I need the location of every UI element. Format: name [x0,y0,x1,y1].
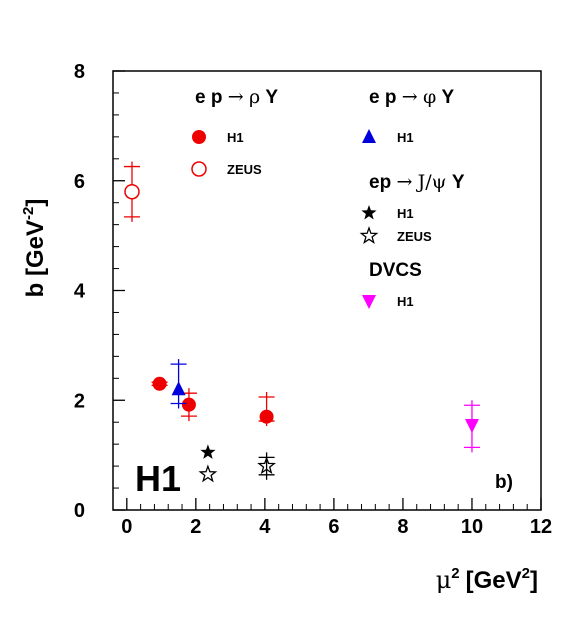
legend-group-title: ep → J/ψ Y [369,171,465,193]
y-axis-title: b [GeV-2] [20,199,49,298]
x-tick-label: 8 [397,516,408,538]
data-point [464,418,479,433]
legend-marker [191,161,207,177]
data-point [200,444,216,459]
x-axis: 0 2 4 6 8 10 12 [121,498,552,538]
legend-label: H1 [227,130,244,145]
x-tick-label: 12 [530,516,552,538]
legend-marker [359,226,379,245]
legend-marker [362,295,376,309]
y-tick-label: 2 [74,390,85,412]
legend-label: ZEUS [397,229,432,244]
legend-marker [362,129,376,143]
data-point [259,409,274,424]
y-tick-label: 4 [74,281,86,303]
data-point [198,464,218,483]
plot-area [123,161,480,483]
legend-marker [361,205,377,220]
experiment-label: H1 [135,458,181,499]
x-tick-label: 4 [259,516,271,538]
legend-group-title: e p → ρ Y [195,86,278,108]
legend-group-title: e p → φ Y [369,86,455,108]
x-tick-label: 0 [121,516,132,538]
legend-marker [192,130,206,144]
plot-frame [112,70,542,511]
legend-label: H1 [397,130,414,145]
y-tick-label: 8 [74,61,85,83]
legend-label: H1 [397,206,414,221]
legend-label: H1 [397,294,414,309]
data-point [171,381,186,396]
legend-label: ZEUS [227,162,262,177]
panel-label: b) [495,472,513,493]
data-point [181,397,196,412]
data-point [152,376,167,391]
x-tick-label: 10 [461,516,483,538]
y-tick-label: 0 [74,500,85,522]
x-tick-label: 6 [328,516,339,538]
data-point [257,456,277,475]
x-tick-label: 2 [190,516,201,538]
y-axis: 0 2 4 6 8 [74,61,125,522]
legend: e p → ρ Y e p → φ Y ep → J/ψ Y DVCS H1 ZEUS H1… [191,86,465,309]
y-tick-label: 6 [74,171,85,193]
x-axis-title: μ2 [GeV2] [436,565,538,594]
data-point [124,183,140,200]
legend-group-title: DVCS [369,260,422,281]
